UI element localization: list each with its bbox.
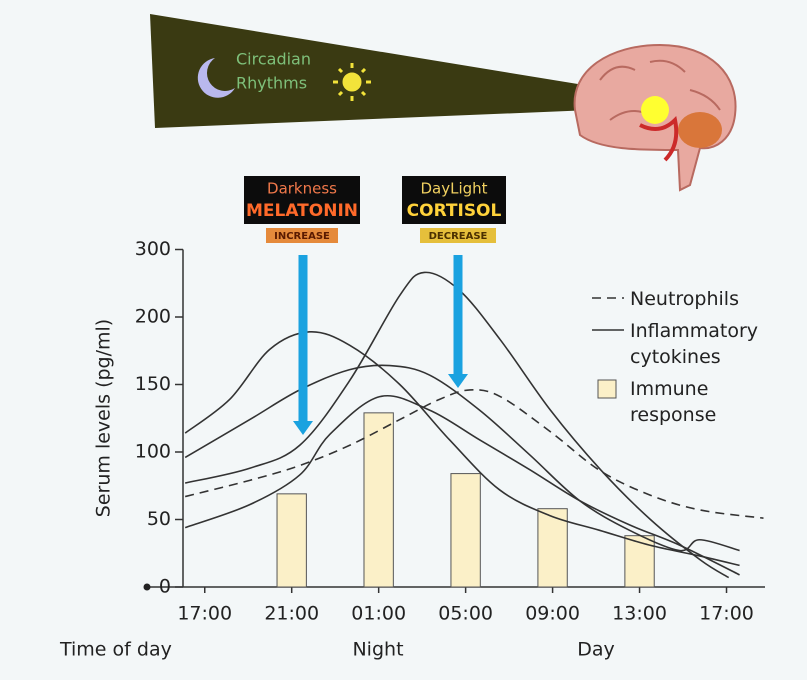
y-axis-label: Serum levels (pg/ml) [93, 319, 115, 517]
x-tick-label: 17:00 [699, 603, 754, 625]
bar [277, 494, 306, 587]
arrow-head [448, 374, 468, 388]
brain-icon [575, 45, 736, 190]
legend-label: Neutrophils [630, 286, 739, 312]
x-tick-label: 09:00 [525, 603, 580, 625]
y-tick-label: 100 [135, 441, 171, 463]
annotation-text: DayLight [420, 180, 487, 198]
legend-label: Immune response [630, 376, 730, 428]
x-tick-label: 17:00 [177, 603, 232, 625]
x-tick-label: 01:00 [351, 603, 406, 625]
period-label: Night [352, 639, 403, 661]
y-tick-label: 300 [135, 238, 171, 260]
bar [364, 413, 393, 587]
annotation-text: DECREASE [429, 231, 488, 242]
bar [625, 536, 654, 587]
figure: Circadian Rhythms Darkness MELATONIN INC… [0, 0, 807, 680]
y-tick-label: 50 [147, 508, 171, 530]
annotation-text: CORTISOL [407, 201, 502, 221]
x-axis-label: Time of day [59, 639, 172, 661]
y-tick-label: 200 [135, 306, 171, 328]
illustration-label: Rhythms [236, 74, 307, 93]
arrow-head [293, 421, 313, 435]
x-tick-label: 13:00 [612, 603, 667, 625]
illustration-label: Circadian [236, 50, 311, 69]
x-tick-label: 05:00 [438, 603, 493, 625]
period-label: Day [577, 639, 615, 661]
x-tick-label: 21:00 [264, 603, 319, 625]
legend-label: Inflammatory cytokines [630, 318, 780, 370]
y-tick-label: 150 [135, 373, 171, 395]
light-cone [150, 14, 645, 128]
bar [451, 474, 480, 587]
annotation-text: MELATONIN [246, 201, 358, 221]
legend-swatch [598, 380, 616, 398]
y-tick-label: 0 [159, 576, 171, 598]
annotation-text: Darkness [267, 180, 337, 198]
axis-origin-dot [144, 584, 151, 591]
annotation-text: INCREASE [274, 231, 330, 242]
